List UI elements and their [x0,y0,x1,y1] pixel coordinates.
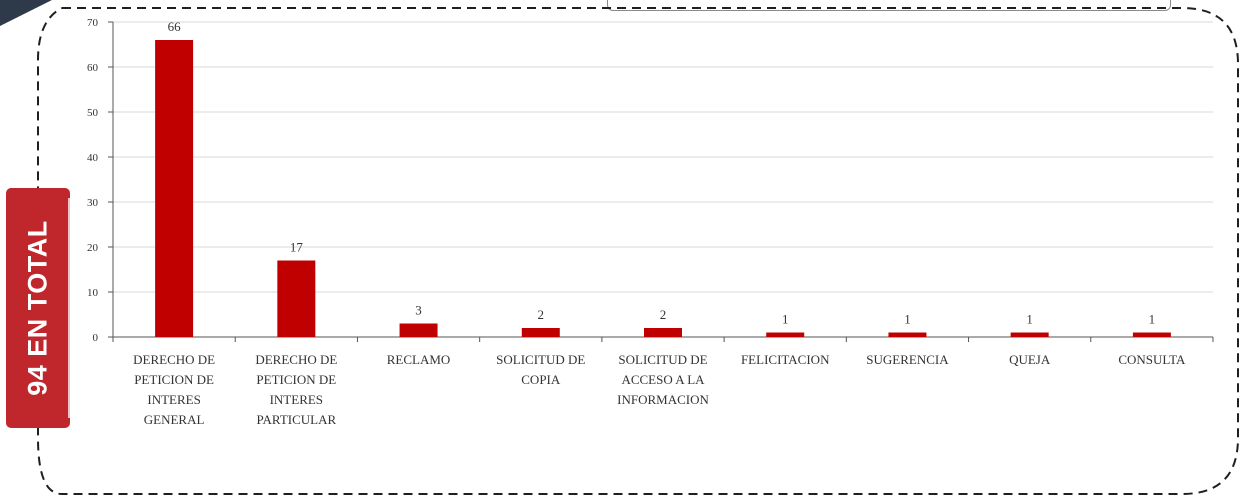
top-panel-edge [607,0,1171,11]
bar [1132,332,1171,337]
data-label: 1 [1026,312,1033,327]
bar [155,40,194,337]
bar [1010,332,1049,337]
gridlines [113,21,1213,293]
category-label: SUGERENCIA [866,352,949,367]
corner-decoration [0,0,52,26]
data-label: 2 [538,307,545,322]
y-tick-label: 30 [87,197,99,209]
bar [521,328,560,337]
category-label: DERECHO DE PETICION DE INTERES GENERAL [133,352,215,427]
category-label: RECLAMO [387,352,451,367]
category-label: FELICITACION [741,352,830,367]
y-tick-label: 60 [87,62,99,74]
bar [399,323,438,337]
badge-accent-line [68,198,70,418]
y-tick-label: 40 [87,152,99,164]
bar [644,328,682,337]
bar [766,332,805,337]
category-labels: DERECHO DE PETICION DE INTERES GENERAL DEREC… [133,352,1186,427]
bar [277,260,316,337]
data-label: 17 [290,240,304,255]
category-label: CONSULTA [1118,352,1186,367]
y-tick-label: 50 [87,107,99,119]
y-tick-label: 20 [87,242,99,254]
y-tick-label: 10 [87,287,99,299]
data-label: 1 [782,312,789,327]
data-label: 1 [1149,312,1156,327]
category-label: SOLICITUD DE COPIA [496,352,585,387]
data-label: 66 [168,19,182,34]
data-label: 1 [904,312,911,327]
total-badge: 94 EN TOTAL [6,188,70,428]
data-label: 3 [415,303,422,318]
y-tick-label: 0 [93,332,99,344]
y-tick-label: 70 [87,17,99,29]
bars [155,40,1171,337]
category-label: SOLICITUD DE ACCESO A LA INFORMACION [617,352,709,407]
category-label: QUEJA [1009,352,1051,367]
category-label: DERECHO DE PETICION DE INTERES PARTICULAR [255,352,337,427]
axes [108,21,1214,342]
y-tick-labels: 0 10 20 30 40 50 60 70 [87,17,99,344]
total-badge-label: 94 EN TOTAL [22,220,53,396]
bar [888,332,927,337]
data-labels: 66 17 3 2 2 1 1 1 1 [168,19,1156,327]
data-label: 2 [660,307,667,322]
